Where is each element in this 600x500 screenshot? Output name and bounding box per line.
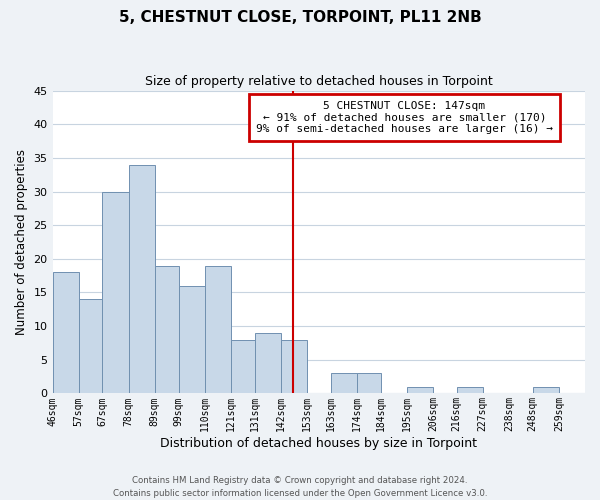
Text: 5 CHESTNUT CLOSE: 147sqm
← 91% of detached houses are smaller (170)
9% of semi-d: 5 CHESTNUT CLOSE: 147sqm ← 91% of detach… (256, 100, 553, 134)
Bar (407, 386, 433, 394)
Y-axis label: Number of detached properties: Number of detached properties (15, 149, 28, 335)
Bar (533, 386, 559, 394)
Bar (331, 373, 357, 394)
X-axis label: Distribution of detached houses by size in Torpoint: Distribution of detached houses by size … (160, 437, 477, 450)
Text: 5, CHESTNUT CLOSE, TORPOINT, PL11 2NB: 5, CHESTNUT CLOSE, TORPOINT, PL11 2NB (119, 10, 481, 25)
Title: Size of property relative to detached houses in Torpoint: Size of property relative to detached ho… (145, 75, 493, 88)
Bar (155, 266, 179, 394)
Text: Contains HM Land Registry data © Crown copyright and database right 2024.
Contai: Contains HM Land Registry data © Crown c… (113, 476, 487, 498)
Bar (103, 192, 128, 394)
Bar (281, 340, 307, 394)
Bar (231, 340, 254, 394)
Bar (179, 286, 205, 394)
Bar (205, 266, 231, 394)
Bar (128, 164, 155, 394)
Bar (457, 386, 483, 394)
Bar (254, 333, 281, 394)
Bar (53, 272, 79, 394)
Bar (79, 299, 103, 394)
Bar (357, 373, 380, 394)
